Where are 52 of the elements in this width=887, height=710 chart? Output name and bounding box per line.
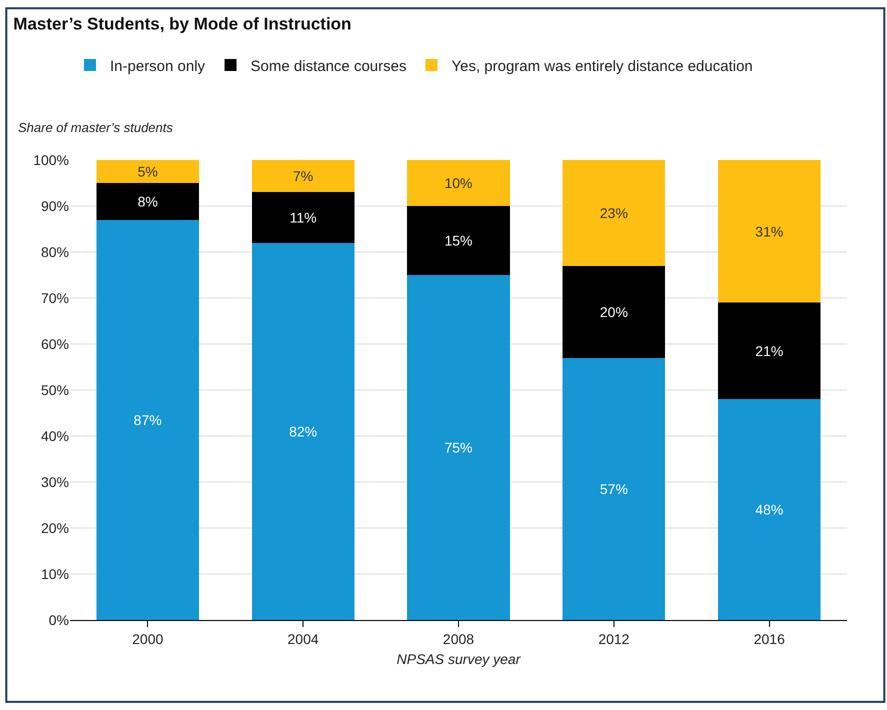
bar	[718, 399, 821, 620]
data-label: 5%	[138, 164, 158, 180]
x-tick-label: 2008	[442, 630, 474, 647]
bar	[718, 302, 821, 400]
y-tick-label: 10%	[40, 566, 69, 582]
legend-label: Some distance courses	[250, 58, 406, 75]
data-label: 48%	[755, 502, 784, 518]
x-tick-label: 2000	[132, 630, 164, 647]
data-label: 15%	[444, 232, 473, 248]
data-label: 31%	[755, 223, 784, 240]
bar	[718, 160, 821, 303]
bar	[562, 160, 666, 266]
data-label: 7%	[292, 168, 314, 184]
bar	[407, 275, 510, 620]
data-label: 20%	[600, 304, 628, 320]
y-tick-label: 30%	[40, 474, 69, 490]
data-label: 21%	[755, 342, 784, 359]
y-tick-label: 70%	[40, 290, 69, 306]
y-axis-title: Share of master’s students	[18, 120, 174, 135]
x-axis-title: NPSAS survey year	[396, 651, 522, 668]
x-tick-label: 2016	[754, 630, 786, 647]
data-label: 82%	[289, 423, 318, 440]
y-tick-label: 80%	[40, 244, 69, 260]
data-label: 10%	[444, 175, 473, 191]
bar	[407, 206, 510, 275]
data-label: 23%	[600, 204, 628, 221]
bar	[407, 160, 510, 206]
y-tick-label: 50%	[40, 382, 69, 398]
data-label: 57%	[600, 480, 628, 497]
legend-label: Yes, program was entirely distance education	[451, 58, 753, 75]
y-tick-label: 90%	[40, 198, 69, 214]
y-tick-label: 0%	[48, 612, 69, 628]
data-label: 75%	[444, 440, 473, 456]
data-label: 8%	[138, 193, 158, 210]
y-tick-label: 100%	[33, 152, 69, 168]
y-tick-label: 40%	[40, 428, 69, 444]
x-tick-label: 2004	[288, 630, 319, 647]
data-label: 87%	[134, 412, 162, 428]
y-tick-label: 20%	[40, 520, 69, 536]
bar	[252, 160, 354, 192]
bar	[96, 220, 199, 620]
bar	[96, 183, 199, 220]
y-tick-label: 60%	[40, 336, 69, 352]
bar	[562, 266, 666, 358]
data-label: 11%	[290, 210, 317, 226]
bar	[96, 160, 199, 183]
bar	[252, 192, 354, 243]
bar	[562, 358, 666, 620]
legend-label: In-person only	[110, 58, 206, 75]
x-tick-label: 2012	[598, 630, 630, 647]
bar	[252, 242, 354, 620]
chart-title: Master’s Students, by Mode of Instruction	[13, 14, 352, 34]
